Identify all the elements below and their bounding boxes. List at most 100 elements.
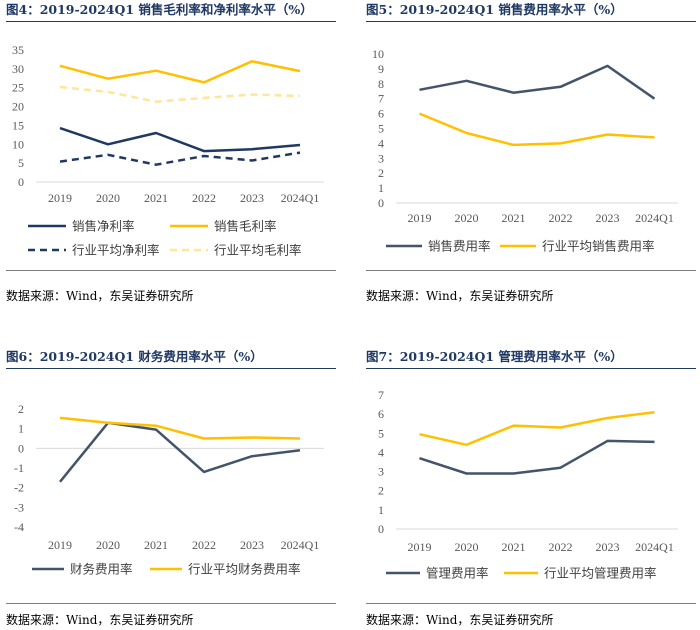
chart-panel-5: 图5：2019-2024Q1 销售费用率水平（%） 0 1 2 3 4 5 6 7 8 9 10 20…	[366, 0, 696, 310]
y-tick-label: 2	[18, 402, 24, 416]
x-tick-label: 2020	[455, 211, 479, 225]
x-tick-label: 2023	[240, 191, 264, 205]
legend-label: 行业平均管理费用率	[544, 566, 657, 581]
x-tick-label: 2024Q1	[635, 540, 674, 554]
series-line	[59, 151, 301, 166]
series-line	[59, 126, 301, 153]
x-tick-label: 2019	[48, 191, 72, 205]
chart-panel-4: 图4：2019-2024Q1 销售毛利率和净利率水平（%） 0 5 10 15 20 25…	[6, 0, 336, 310]
legend-label: 管理费用率	[426, 566, 489, 581]
y-tick-label: 3	[378, 465, 384, 479]
legend-label: 行业平均财务费用率	[188, 562, 301, 577]
series-line	[59, 85, 301, 103]
series-line	[419, 112, 655, 147]
y-tick-label: 2	[378, 166, 384, 180]
y-tick-label: 2	[378, 484, 384, 498]
x-tick-label: 2022	[192, 538, 216, 552]
series-line	[419, 64, 656, 100]
x-tick-label: 2023	[240, 538, 264, 552]
y-tick-label: 7	[378, 92, 384, 106]
y-tick-label: 10	[372, 47, 384, 61]
chart-source: 数据来源：Wind，东吴证券研究所	[366, 289, 554, 303]
chart-svg: 0 1 2 3 4 5 6 7 2019 2020 2021 2022 2023 2024Q1 管理费用率 行…	[378, 388, 678, 581]
legend-label: 财务费用率	[70, 562, 133, 577]
y-tick-label: 30	[12, 62, 24, 76]
legend-label: 行业平均销售费用率	[542, 239, 655, 254]
chart-title: 图7：2019-2024Q1 管理费用率水平（%）	[366, 349, 623, 364]
series-line	[419, 439, 655, 475]
x-tick-label: 2023	[596, 211, 620, 225]
bottom-rule	[6, 603, 336, 604]
x-tick-label: 2021	[144, 538, 168, 552]
chart-source: 数据来源：Wind，东吴证券研究所	[6, 289, 194, 303]
x-tick-label: 2024Q1	[635, 211, 674, 225]
y-tick-label: 25	[12, 81, 24, 95]
y-tick-label: -2	[14, 481, 24, 495]
x-tick-label: 2019	[48, 538, 72, 552]
x-tick-label: 2021	[502, 540, 526, 554]
chart-svg: 0 5 10 15 20 25 30 35 2019 2020 2021 2022 2023 2024Q1…	[12, 43, 324, 258]
chart-title: 图5：2019-2024Q1 销售费用率水平（%）	[366, 2, 623, 17]
y-tick-label: 0	[18, 441, 24, 455]
x-tick-label: 2020	[455, 540, 479, 554]
title-rule	[6, 21, 336, 22]
x-tick-label: 2024Q1	[281, 191, 320, 205]
y-tick-label: 5	[18, 156, 24, 170]
x-tick-label: 2024Q1	[281, 538, 320, 552]
y-tick-label: 15	[12, 118, 24, 132]
legend-label: 销售净利率	[72, 219, 135, 234]
x-tick-label: 2022	[549, 540, 573, 554]
chart-panel-6: 图6：2019-2024Q1 财务费用率水平（%） -4 -3 -2 -1 0 1 2 201…	[6, 347, 336, 630]
y-tick-label: 3	[378, 151, 384, 165]
y-tick-label: 10	[12, 137, 24, 151]
y-tick-label: 5	[378, 122, 384, 136]
x-tick-label: 2022	[192, 191, 216, 205]
bottom-rule	[6, 270, 336, 271]
title-rule	[6, 368, 336, 369]
y-tick-label: 9	[378, 62, 384, 76]
y-tick-label: 0	[378, 522, 384, 536]
y-tick-label: -1	[14, 461, 24, 475]
y-tick-label: -3	[14, 500, 24, 514]
series-line	[419, 410, 655, 447]
x-tick-label: 2021	[144, 191, 168, 205]
legend-label: 行业平均毛利率	[214, 243, 302, 258]
legend-label: 行业平均净利率	[72, 243, 160, 258]
y-tick-label: 20	[12, 100, 24, 114]
legend-label: 销售费用率	[428, 239, 491, 254]
series-line	[59, 60, 301, 84]
y-tick-label: 7	[378, 388, 384, 402]
y-tick-label: 8	[378, 77, 384, 91]
series-line	[59, 421, 301, 483]
x-tick-label: 2021	[502, 211, 526, 225]
legend-label: 销售毛利率	[214, 219, 277, 234]
chart-svg: -4 -3 -2 -1 0 1 2 2019 2020 2021 2022 2023 2024Q1 财务费…	[14, 402, 324, 577]
bottom-rule	[366, 603, 696, 604]
chart-title: 图6：2019-2024Q1 财务费用率水平（%）	[6, 349, 263, 364]
title-rule	[366, 368, 696, 369]
bottom-rule	[366, 270, 696, 271]
series-line	[59, 416, 301, 440]
y-tick-label: 1	[18, 422, 24, 436]
y-tick-label: 35	[12, 43, 24, 57]
x-tick-label: 2019	[408, 211, 432, 225]
chart-source: 数据来源：Wind，东吴证券研究所	[6, 613, 194, 627]
x-tick-label: 2023	[596, 540, 620, 554]
title-rule	[366, 21, 696, 22]
chart-panel-7: 图7：2019-2024Q1 管理费用率水平（%） 0 1 2 3 4 5 6 7 2019 20…	[366, 347, 696, 630]
y-tick-label: 4	[378, 136, 384, 150]
y-tick-label: 0	[378, 196, 384, 210]
x-tick-label: 2022	[549, 211, 573, 225]
y-tick-label: -4	[14, 520, 24, 534]
y-tick-label: 1	[378, 503, 384, 517]
y-tick-label: 5	[378, 426, 384, 440]
chart-source: 数据来源：Wind，东吴证券研究所	[366, 613, 554, 627]
y-tick-label: 4	[378, 445, 384, 459]
y-tick-label: 0	[18, 175, 24, 189]
x-tick-label: 2019	[408, 540, 432, 554]
y-tick-label: 6	[378, 407, 384, 421]
y-tick-label: 1	[378, 181, 384, 195]
chart-title: 图4：2019-2024Q1 销售毛利率和净利率水平（%）	[6, 2, 313, 17]
x-tick-label: 2020	[96, 538, 120, 552]
